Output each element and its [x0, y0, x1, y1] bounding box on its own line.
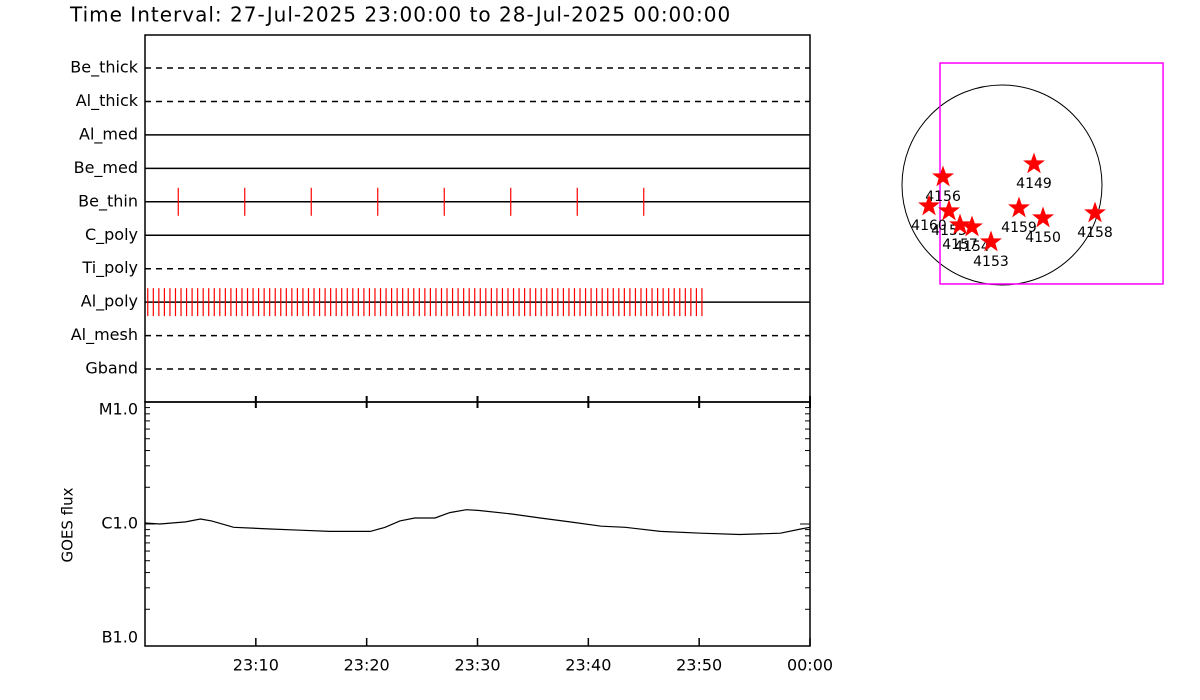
active-region-label: 4157 — [942, 237, 978, 253]
solar-disk — [901, 84, 1103, 286]
y-tick-label: B1.0 — [102, 628, 138, 647]
row-label: Be_thin — [78, 191, 138, 211]
active-region-label: 4149 — [1016, 176, 1052, 192]
y-tick-label: C1.0 — [101, 514, 138, 533]
active-region — [979, 230, 1002, 252]
x-tick-label: 23:10 — [233, 656, 279, 675]
active-region — [1023, 152, 1045, 174]
active-region-label: 4153 — [973, 254, 1009, 270]
row-label: Al_mesh — [71, 325, 138, 345]
active-region — [1032, 206, 1055, 228]
active-region-label: 4159 — [1001, 220, 1037, 236]
active-region-label: 4158 — [1077, 225, 1113, 241]
active-region-label: 4156 — [925, 189, 961, 205]
row-label: Be_thick — [70, 58, 138, 78]
y-axis-label: GOES flux — [59, 487, 77, 562]
active-region — [918, 194, 940, 216]
row-label: Al_poly — [81, 292, 138, 312]
active-region-label: 4154 — [954, 239, 990, 255]
timeline-frame — [144, 34, 811, 403]
active-region — [1008, 196, 1030, 218]
row-label: Ti_poly — [81, 258, 138, 278]
active-region-label: 4160 — [911, 218, 947, 234]
x-tick-label: 23:30 — [454, 656, 500, 675]
x-tick-label: 23:40 — [565, 656, 611, 675]
chart-title: Time Interval: 27-Jul-2025 23:00:00 to 2… — [69, 3, 731, 27]
row-label: C_poly — [85, 225, 138, 245]
x-tick-label: 23:20 — [344, 656, 390, 675]
active-region — [938, 199, 960, 221]
active-region — [1084, 201, 1106, 223]
x-tick-label: 00:00 — [787, 656, 833, 675]
active-region — [932, 165, 955, 187]
goes-frame — [144, 401, 811, 647]
row-label: Al_thick — [76, 91, 139, 111]
y-tick-label: M1.0 — [99, 400, 138, 419]
active-region — [949, 213, 971, 235]
row-label: Be_med — [74, 158, 138, 178]
goes-line — [144, 509, 811, 536]
x-tick-label: 23:50 — [676, 656, 722, 675]
active-region-label: 4150 — [1025, 230, 1061, 246]
row-label: Gband — [85, 359, 138, 378]
active-region — [961, 215, 983, 237]
row-label: Al_med — [79, 124, 138, 144]
